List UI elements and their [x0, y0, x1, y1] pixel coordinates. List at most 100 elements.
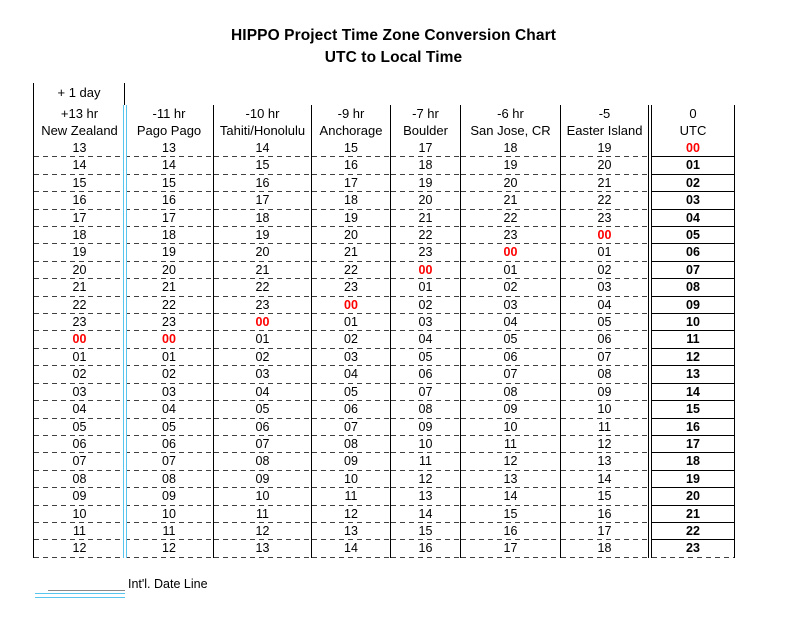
tz-column-new-zealand: + 1 day +13 hr New Zealand 13 14 15 16 17 18 19 20… — [33, 83, 125, 559]
hour-cell: 13 — [561, 453, 648, 472]
hour-cell: 03 — [391, 314, 460, 332]
hour-cell: 20 — [561, 157, 648, 176]
hour-cell: 14 — [561, 471, 648, 489]
hour-cell: 21 — [561, 175, 648, 193]
hour-cell: 20 — [34, 262, 125, 280]
tz-offset-label: +13 hr — [60, 106, 99, 121]
hour-cell: 12 — [561, 436, 648, 454]
hour-cell: 08 — [561, 366, 648, 385]
page-subtitle: UTC to Local Time — [324, 49, 463, 66]
hour-cell: 23 — [652, 540, 734, 559]
hour-cell: 21 — [461, 192, 560, 211]
col-top-spacer — [311, 83, 390, 105]
tz-column-body: -5 Easter Island 19 20 21 22 23 00 01 02 03 04 05 06 0… — [560, 105, 649, 559]
tz-name-label: San Jose, CR — [470, 123, 551, 138]
hour-cell: 01 — [125, 349, 213, 367]
tz-offset-label: 0 — [689, 106, 697, 121]
hour-cell: 11 — [652, 331, 734, 349]
hour-cell: 14 — [125, 157, 213, 176]
hour-cell: 18 — [34, 227, 125, 245]
hour-cell: 10 — [312, 471, 390, 489]
tz-name-label: Easter Island — [566, 123, 643, 138]
date-line-legend-label: Int'l. Date Line — [128, 577, 208, 591]
hour-cell: 01 — [561, 244, 648, 263]
hour-cell: 01 — [34, 349, 125, 367]
hour-cell: 15 — [214, 157, 311, 176]
hour-cell: 04 — [461, 314, 560, 332]
hour-cell: 20 — [652, 488, 734, 506]
hour-cell: 15 — [461, 506, 560, 524]
date-line-legend-swatch — [35, 593, 125, 598]
hour-cell: 23 — [125, 314, 213, 332]
page-title: HIPPO Project Time Zone Conversion Chart — [231, 27, 556, 44]
hour-cell: 15 — [34, 175, 125, 193]
hour-cell: 16 — [312, 157, 390, 176]
hour-cell: 21 — [34, 279, 125, 298]
hour-cell: 03 — [652, 192, 734, 210]
hour-cell: 06 — [312, 401, 390, 419]
tz-name-label: UTC — [679, 123, 707, 138]
hour-cell: 08 — [652, 279, 734, 297]
hour-cell: 11 — [461, 436, 560, 454]
hour-cell: 09 — [391, 419, 460, 437]
hour-cell: 00 — [312, 297, 390, 315]
hour-cell: 05 — [34, 419, 125, 437]
hour-cell: 07 — [561, 349, 648, 367]
hour-cell: 10 — [214, 488, 311, 506]
hour-cell: 14 — [391, 506, 460, 524]
hour-cell: 02 — [652, 175, 734, 193]
hour-cell: 09 — [561, 384, 648, 402]
tz-name-label: Boulder — [403, 123, 448, 138]
tz-column-body: 0 UTC 00 01 02 03 04 05 06 07 08 09 10 11 12 13 14 15 16 17… — [651, 105, 735, 559]
hour-cell: 03 — [561, 279, 648, 298]
hour-cell: 05 — [214, 401, 311, 419]
hour-cell: 21 — [214, 262, 311, 280]
hour-cell: 01 — [214, 331, 311, 350]
hour-cell: 23 — [461, 227, 560, 245]
hour-cell: 12 — [214, 523, 311, 541]
hour-cells: 13 14 15 16 17 18 19 20 21 22 23 00 01 02 03 04 05 06 07 08… — [125, 140, 213, 559]
hour-cell: 16 — [561, 506, 648, 524]
hour-cell: 03 — [461, 297, 560, 315]
tz-column-san-jose-cr: -6 hr San Jose, CR 18 19 20 21 22 23 00 01 02 03 04 0… — [460, 83, 560, 559]
hour-cell: 04 — [312, 366, 390, 385]
hour-cell: 03 — [214, 366, 311, 385]
hour-cell: 15 — [652, 401, 734, 419]
hour-cell: 21 — [391, 210, 460, 228]
hour-cells: 15 16 17 18 19 20 21 22 23 00 01 02 03 04 05 06 07 08 09 10… — [312, 140, 390, 559]
tz-column-body: -7 hr Boulder 17 18 19 20 21 22 23 00 01 02 03 04 05 06… — [390, 105, 460, 559]
hour-cell: 23 — [561, 210, 648, 228]
hour-cell: 21 — [125, 279, 213, 298]
hour-cell: 20 — [461, 175, 560, 193]
col-top-spacer — [651, 83, 735, 105]
col-top-spacer — [125, 83, 213, 105]
hour-cell: 00 — [214, 314, 311, 332]
hour-cell: 16 — [391, 540, 460, 559]
hour-cell: 02 — [214, 349, 311, 367]
hour-cell: 08 — [125, 471, 213, 489]
tz-column-tahiti-honolulu: -10 hr Tahiti/Honolulu 14 15 16 17 18 19 20 21 22 2… — [213, 83, 311, 559]
hour-cell: 17 — [652, 436, 734, 454]
col-top-spacer — [213, 83, 311, 105]
hour-cell: 22 — [312, 262, 390, 280]
hour-cell: 15 — [391, 523, 460, 541]
hour-cell: 11 — [391, 453, 460, 472]
hour-cell: 07 — [125, 453, 213, 472]
hour-cell: 10 — [391, 436, 460, 454]
hour-cell: 18 — [391, 157, 460, 176]
hour-cell: 05 — [312, 384, 390, 402]
hour-cell: 05 — [652, 227, 734, 245]
hour-cell: 15 — [125, 175, 213, 193]
hour-cell: 19 — [561, 140, 648, 158]
hour-cell: 07 — [391, 384, 460, 402]
hour-cell: 11 — [561, 419, 648, 437]
hour-cell: 13 — [125, 140, 213, 158]
hour-cell: 18 — [461, 140, 560, 158]
hour-cell: 13 — [461, 471, 560, 489]
tz-column-body: -11 hr Pago Pago 13 14 15 16 17 18 19 20 21 22 23 00 0… — [125, 105, 213, 559]
tz-column-utc: 0 UTC 00 01 02 03 04 05 06 07 08 09 10 11 12 13 14 15 16 17… — [651, 83, 735, 559]
hour-cell: 20 — [125, 262, 213, 280]
tz-column-body: -9 hr Anchorage 15 16 17 18 19 20 21 22 23 00 01 02 03… — [311, 105, 390, 559]
hour-cells: 00 01 02 03 04 05 06 07 08 09 10 11 12 13 14 15 16 17 18 19… — [652, 140, 734, 559]
